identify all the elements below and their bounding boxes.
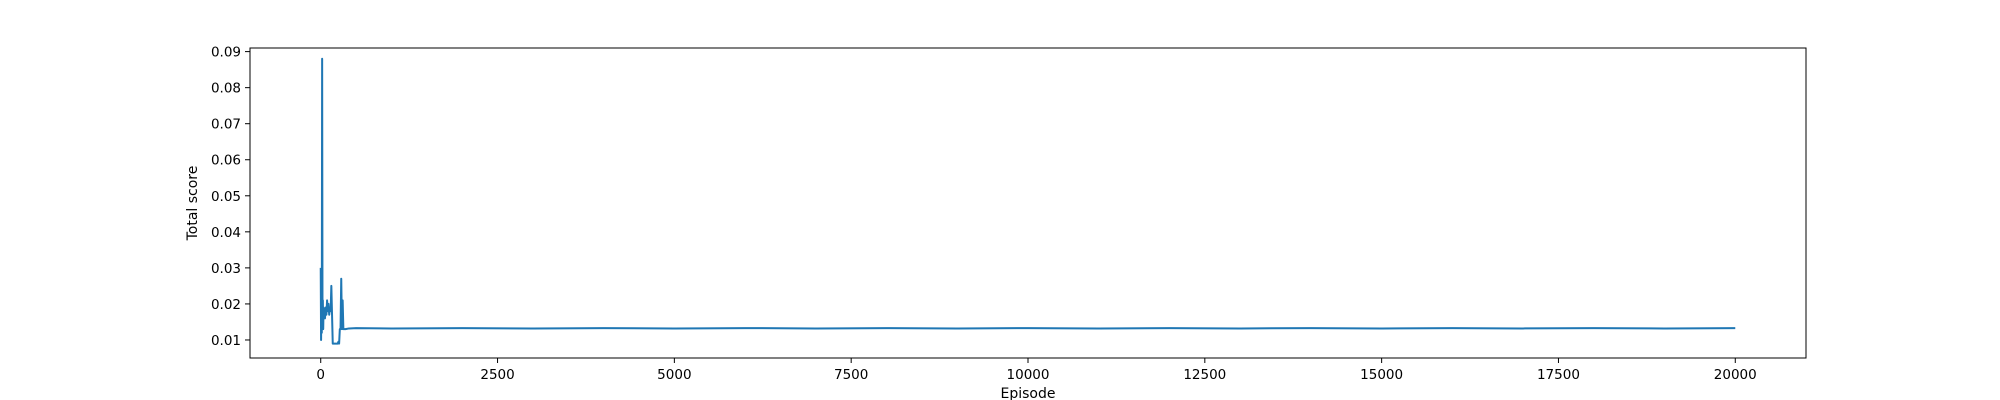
x-tick-label: 7500 — [834, 367, 868, 383]
y-tick-label: 0.09 — [211, 45, 241, 61]
y-tick-label: 0.02 — [211, 297, 241, 313]
series-line-0 — [319, 57, 1736, 345]
y-tick-label: 0.07 — [211, 117, 241, 133]
x-axis-label: Episode — [1001, 386, 1056, 400]
y-axis: 0.01 0.02 0.03 0.04 0.05 0.06 0.07 0.08 0.09 — [211, 45, 250, 349]
y-tick-label: 0.01 — [211, 333, 241, 349]
axes-frame — [249, 47, 1807, 359]
x-tick-label: 15000 — [1360, 367, 1403, 383]
y-tick-label: 0.03 — [211, 261, 241, 277]
y-tick-label: 0.05 — [211, 189, 241, 205]
y-tick-label: 0.06 — [211, 153, 241, 169]
y-tick-label: 0.08 — [211, 81, 241, 97]
x-tick-label: 17500 — [1537, 367, 1580, 383]
x-tick-label: 5000 — [657, 367, 691, 383]
x-axis: 0 2500 5000 7500 10000 12500 15000 17500 20000 — [316, 358, 1757, 383]
x-tick-label: 10000 — [1007, 367, 1050, 383]
x-tick-label: 0 — [316, 367, 325, 383]
y-tick-label: 0.04 — [211, 225, 241, 241]
y-axis-label: Total score — [185, 166, 201, 242]
series-layer — [319, 57, 1736, 345]
x-tick-label: 2500 — [480, 367, 514, 383]
x-tick-label: 20000 — [1714, 367, 1757, 383]
x-tick-label: 12500 — [1183, 367, 1226, 383]
